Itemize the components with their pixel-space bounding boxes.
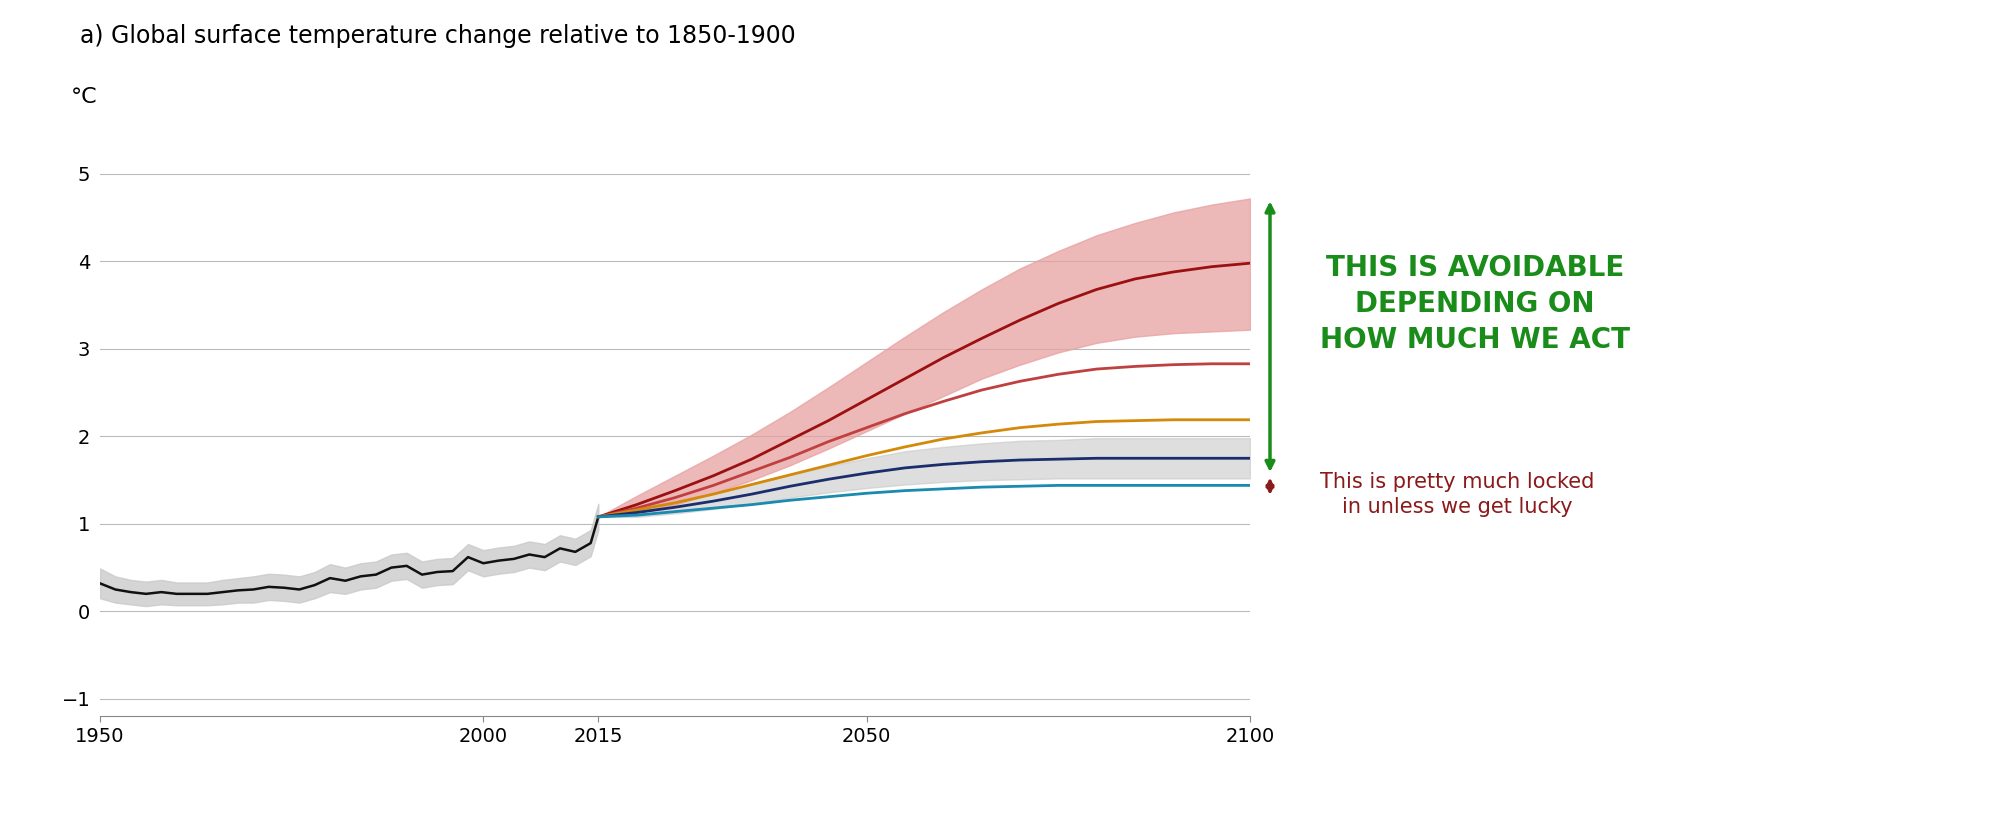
Text: THIS IS AVOIDABLE
DEPENDING ON
HOW MUCH WE ACT: THIS IS AVOIDABLE DEPENDING ON HOW MUCH … [1320,255,1630,354]
Text: a) Global surface temperature change relative to 1850-1900: a) Global surface temperature change rel… [80,24,796,48]
Text: This is pretty much locked
in unless we get lucky: This is pretty much locked in unless we … [1320,471,1594,517]
Text: °C: °C [72,87,98,107]
